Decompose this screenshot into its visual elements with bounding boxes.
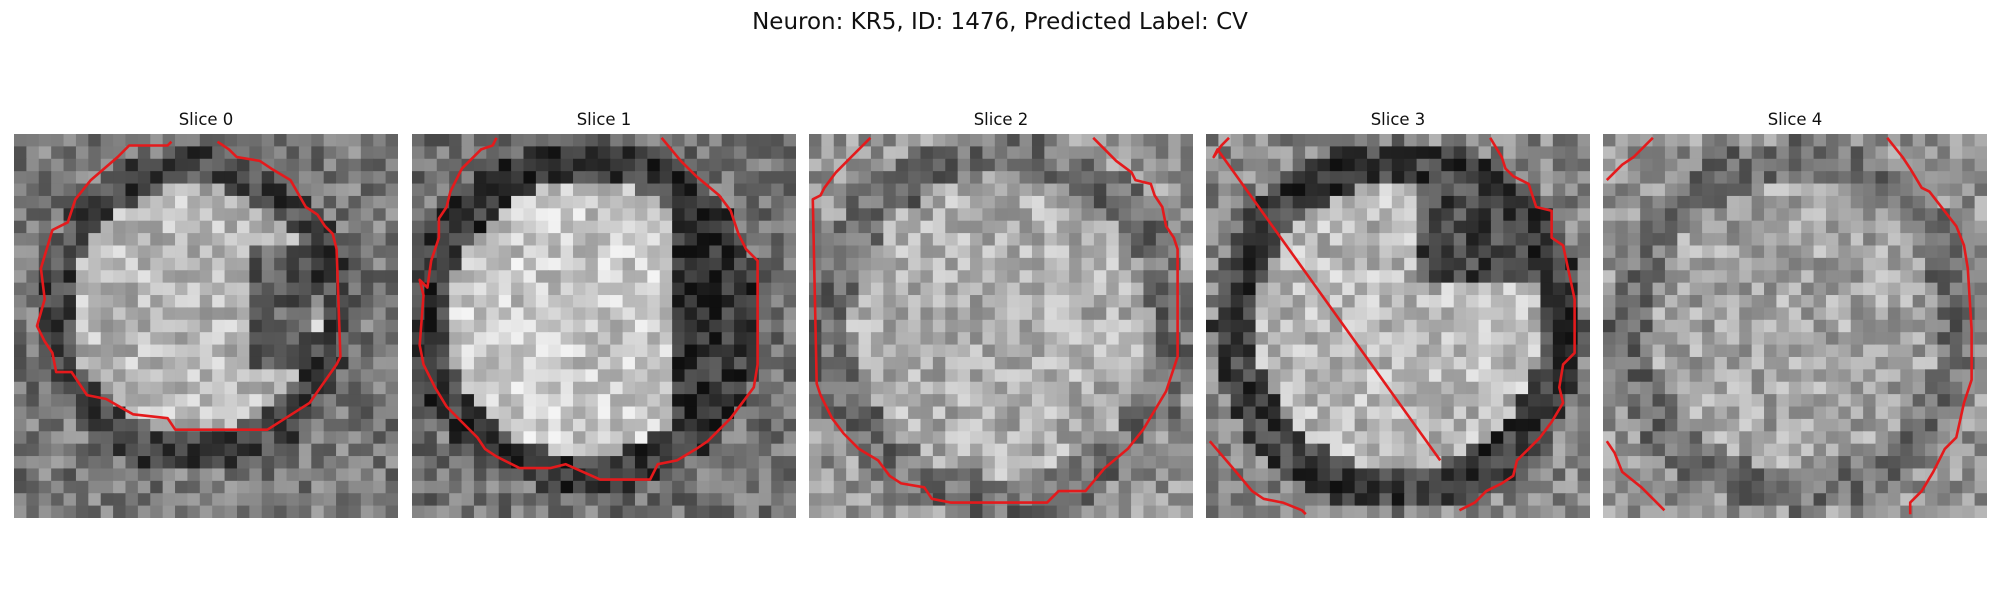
figure-title: Neuron: KR5, ID: 1476, Predicted Label: … bbox=[752, 9, 1248, 35]
pixel-grid bbox=[14, 134, 398, 518]
slice-title-3: Slice 3 bbox=[1370, 110, 1426, 129]
contour-line-extra-0 bbox=[1208, 440, 1307, 516]
contour-line-0 bbox=[1605, 136, 1654, 182]
slice-image-1 bbox=[412, 134, 796, 518]
contour-line-1 bbox=[1458, 137, 1576, 512]
slice-image-2 bbox=[809, 134, 1193, 518]
contour-line-0 bbox=[811, 136, 1179, 504]
slice-title-4: Slice 4 bbox=[1767, 110, 1823, 129]
contour-line-0 bbox=[418, 136, 759, 481]
slice-title-0: Slice 0 bbox=[178, 110, 234, 129]
contour-line-0 bbox=[35, 140, 342, 432]
slice-panel-2: Slice 2 bbox=[809, 108, 1193, 518]
slice-panel-4: Slice 4 bbox=[1603, 108, 1987, 518]
pixel-grid bbox=[809, 134, 1193, 518]
slice-panel-3: Slice 3 bbox=[1206, 108, 1590, 518]
slice-panel-1: Slice 1 bbox=[412, 108, 796, 518]
contour-line-1 bbox=[1886, 136, 1973, 515]
slice-title-2: Slice 2 bbox=[973, 110, 1029, 129]
slice-panel-0: Slice 0 bbox=[14, 108, 398, 518]
slice-title-1: Slice 1 bbox=[576, 110, 632, 129]
slice-image-4 bbox=[1603, 134, 1987, 518]
slice-image-0 bbox=[14, 134, 398, 518]
contour-line-extra-0 bbox=[1605, 440, 1666, 512]
pixel-grid bbox=[1206, 134, 1590, 518]
slice-image-3 bbox=[1206, 134, 1590, 518]
pixel-grid bbox=[412, 134, 796, 518]
contour-line-0 bbox=[1212, 136, 1442, 462]
